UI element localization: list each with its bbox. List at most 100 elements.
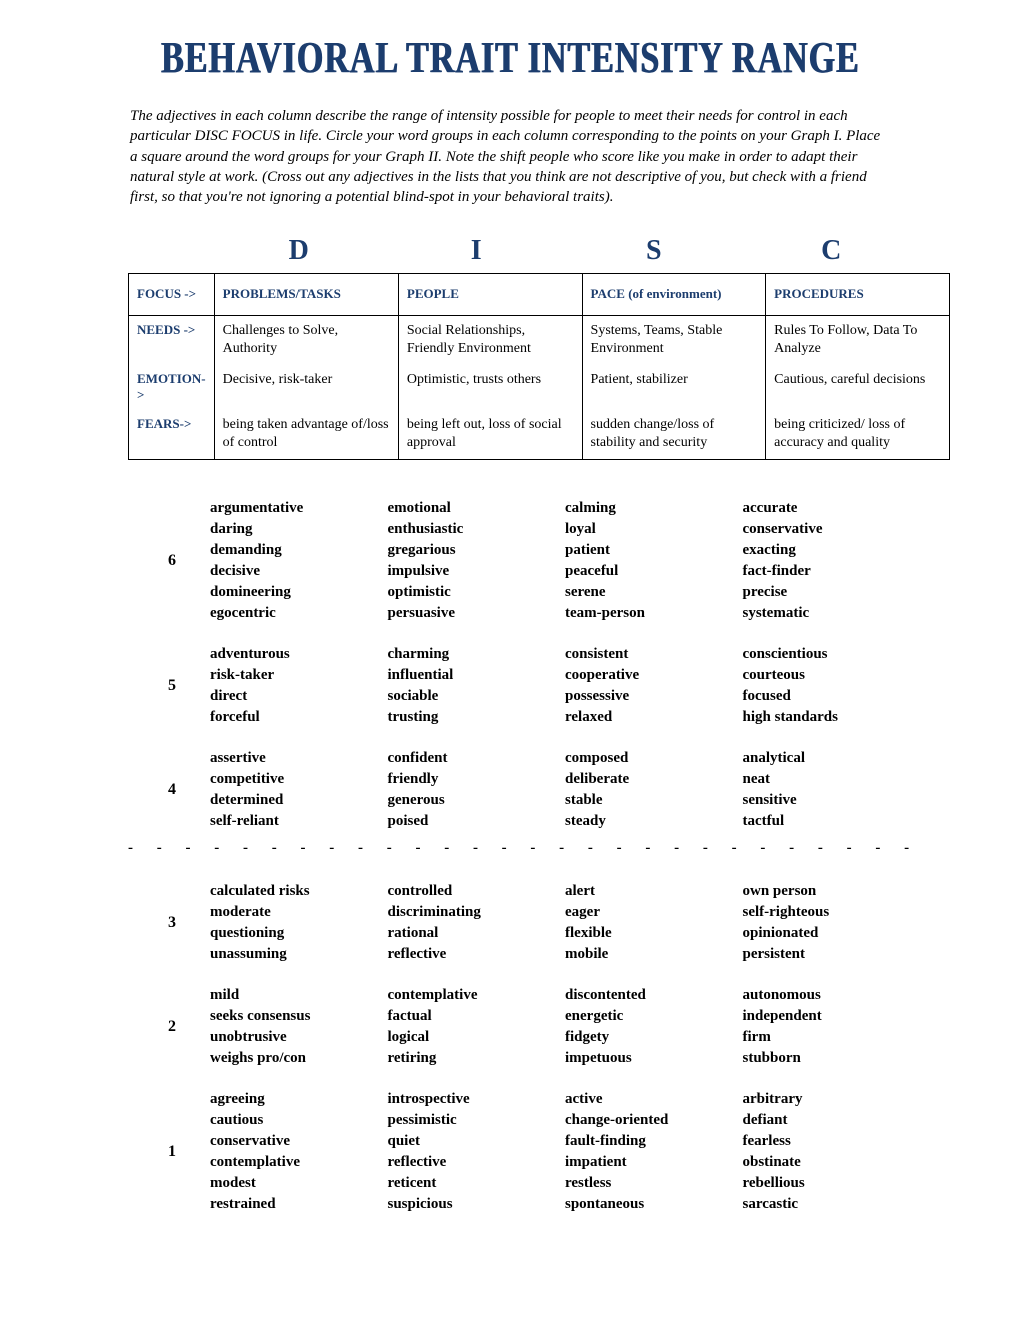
trait: mobile (565, 944, 743, 965)
trait: tactful (743, 811, 921, 832)
col-s: composed deliberate stable steady (565, 748, 743, 832)
col-d: argumentative daring demanding decisive … (210, 498, 388, 624)
table-row: NEEDS -> Challenges to Solve, Authority … (129, 316, 950, 365)
emotion-c: Cautious, careful decisions (766, 365, 950, 411)
trait: rational (388, 923, 566, 944)
trait: stable (565, 790, 743, 811)
trait: adventurous (210, 644, 388, 665)
focus-label: FOCUS -> (129, 274, 215, 316)
trait: sociable (388, 686, 566, 707)
emotion-d: Decisive, risk-taker (214, 365, 398, 411)
intro-text: The adjectives in each column describe t… (130, 106, 890, 207)
col-i: emotional enthusiastic gregarious impuls… (388, 498, 566, 624)
trait: charming (388, 644, 566, 665)
trait: calculated risks (210, 881, 388, 902)
trait: conservative (210, 1131, 388, 1152)
intensity-row-5: 5 adventurous risk-taker direct forceful… (128, 644, 920, 728)
trait: introspective (388, 1089, 566, 1110)
trait: cautious (210, 1110, 388, 1131)
col-c: own person self-righteous opinionated pe… (743, 881, 921, 965)
trait: peaceful (565, 561, 743, 582)
trait: enthusiastic (388, 519, 566, 540)
trait: impetuous (565, 1048, 743, 1069)
disc-c: C (743, 235, 921, 267)
emotion-i: Optimistic, trusts others (398, 365, 582, 411)
trait: assertive (210, 748, 388, 769)
intensity-row-4: 4 assertive competitive determined self-… (128, 748, 920, 832)
trait: optimistic (388, 582, 566, 603)
trait: unassuming (210, 944, 388, 965)
trait: neat (743, 769, 921, 790)
trait: friendly (388, 769, 566, 790)
trait: possessive (565, 686, 743, 707)
trait: own person (743, 881, 921, 902)
trait: patient (565, 540, 743, 561)
col-c: analytical neat sensitive tactful (743, 748, 921, 832)
trait: fact-finder (743, 561, 921, 582)
trait: daring (210, 519, 388, 540)
trait: high standards (743, 707, 921, 728)
disc-i: I (388, 235, 566, 267)
col-s: calming loyal patient peaceful serene te… (565, 498, 743, 624)
intensity-block-lower: 3 calculated risks moderate questioning … (128, 881, 920, 1215)
fears-label: FEARS-> (129, 410, 215, 459)
intensity-block: 6 argumentative daring demanding decisiv… (128, 498, 920, 832)
trait: logical (388, 1027, 566, 1048)
trait: opinionated (743, 923, 921, 944)
col-i: introspective pessimistic quiet reflecti… (388, 1089, 566, 1215)
trait: contemplative (388, 985, 566, 1006)
trait: serene (565, 582, 743, 603)
table-row: EMOTION-> Decisive, risk-taker Optimisti… (129, 365, 950, 411)
trait: conservative (743, 519, 921, 540)
col-c: conscientious courteous focused high sta… (743, 644, 921, 728)
trait: persuasive (388, 603, 566, 624)
col-d: assertive competitive determined self-re… (210, 748, 388, 832)
trait: direct (210, 686, 388, 707)
trait: independent (743, 1006, 921, 1027)
emotion-label: EMOTION-> (129, 365, 215, 411)
col-i: controlled discriminating rational refle… (388, 881, 566, 965)
trait: relaxed (565, 707, 743, 728)
trait: reticent (388, 1173, 566, 1194)
trait: restrained (210, 1194, 388, 1215)
trait: sensitive (743, 790, 921, 811)
level-1: 1 (128, 1089, 210, 1215)
trait: steady (565, 811, 743, 832)
trait: risk-taker (210, 665, 388, 686)
trait: self-reliant (210, 811, 388, 832)
trait: confident (388, 748, 566, 769)
focus-i: PEOPLE (398, 274, 582, 316)
fears-d: being taken advantage of/loss of control (214, 410, 398, 459)
trait: fidgety (565, 1027, 743, 1048)
trait: moderate (210, 902, 388, 923)
trait: team-person (565, 603, 743, 624)
table-row: FOCUS -> PROBLEMS/TASKS PEOPLE PACE (of … (129, 274, 950, 316)
trait: loyal (565, 519, 743, 540)
focus-s: PACE (of environment) (582, 274, 766, 316)
trait: obstinate (743, 1152, 921, 1173)
trait: courteous (743, 665, 921, 686)
fears-i: being left out, loss of social approval (398, 410, 582, 459)
trait: influential (388, 665, 566, 686)
trait: eager (565, 902, 743, 923)
trait: discriminating (388, 902, 566, 923)
trait: persistent (743, 944, 921, 965)
table-row: FEARS-> being taken advantage of/loss of… (129, 410, 950, 459)
trait: calming (565, 498, 743, 519)
trait: weighs pro/con (210, 1048, 388, 1069)
needs-c: Rules To Follow, Data To Analyze (766, 316, 950, 365)
trait: precise (743, 582, 921, 603)
trait: exacting (743, 540, 921, 561)
fears-c: being criticized/ loss of accuracy and q… (766, 410, 950, 459)
trait: reflective (388, 1152, 566, 1173)
trait: reflective (388, 944, 566, 965)
trait: fearless (743, 1131, 921, 1152)
trait: sarcastic (743, 1194, 921, 1215)
trait: contemplative (210, 1152, 388, 1173)
intensity-row-6: 6 argumentative daring demanding decisiv… (128, 498, 920, 624)
col-s: consistent cooperative possessive relaxe… (565, 644, 743, 728)
trait: spontaneous (565, 1194, 743, 1215)
trait: pessimistic (388, 1110, 566, 1131)
level-6: 6 (128, 498, 210, 624)
trait: competitive (210, 769, 388, 790)
